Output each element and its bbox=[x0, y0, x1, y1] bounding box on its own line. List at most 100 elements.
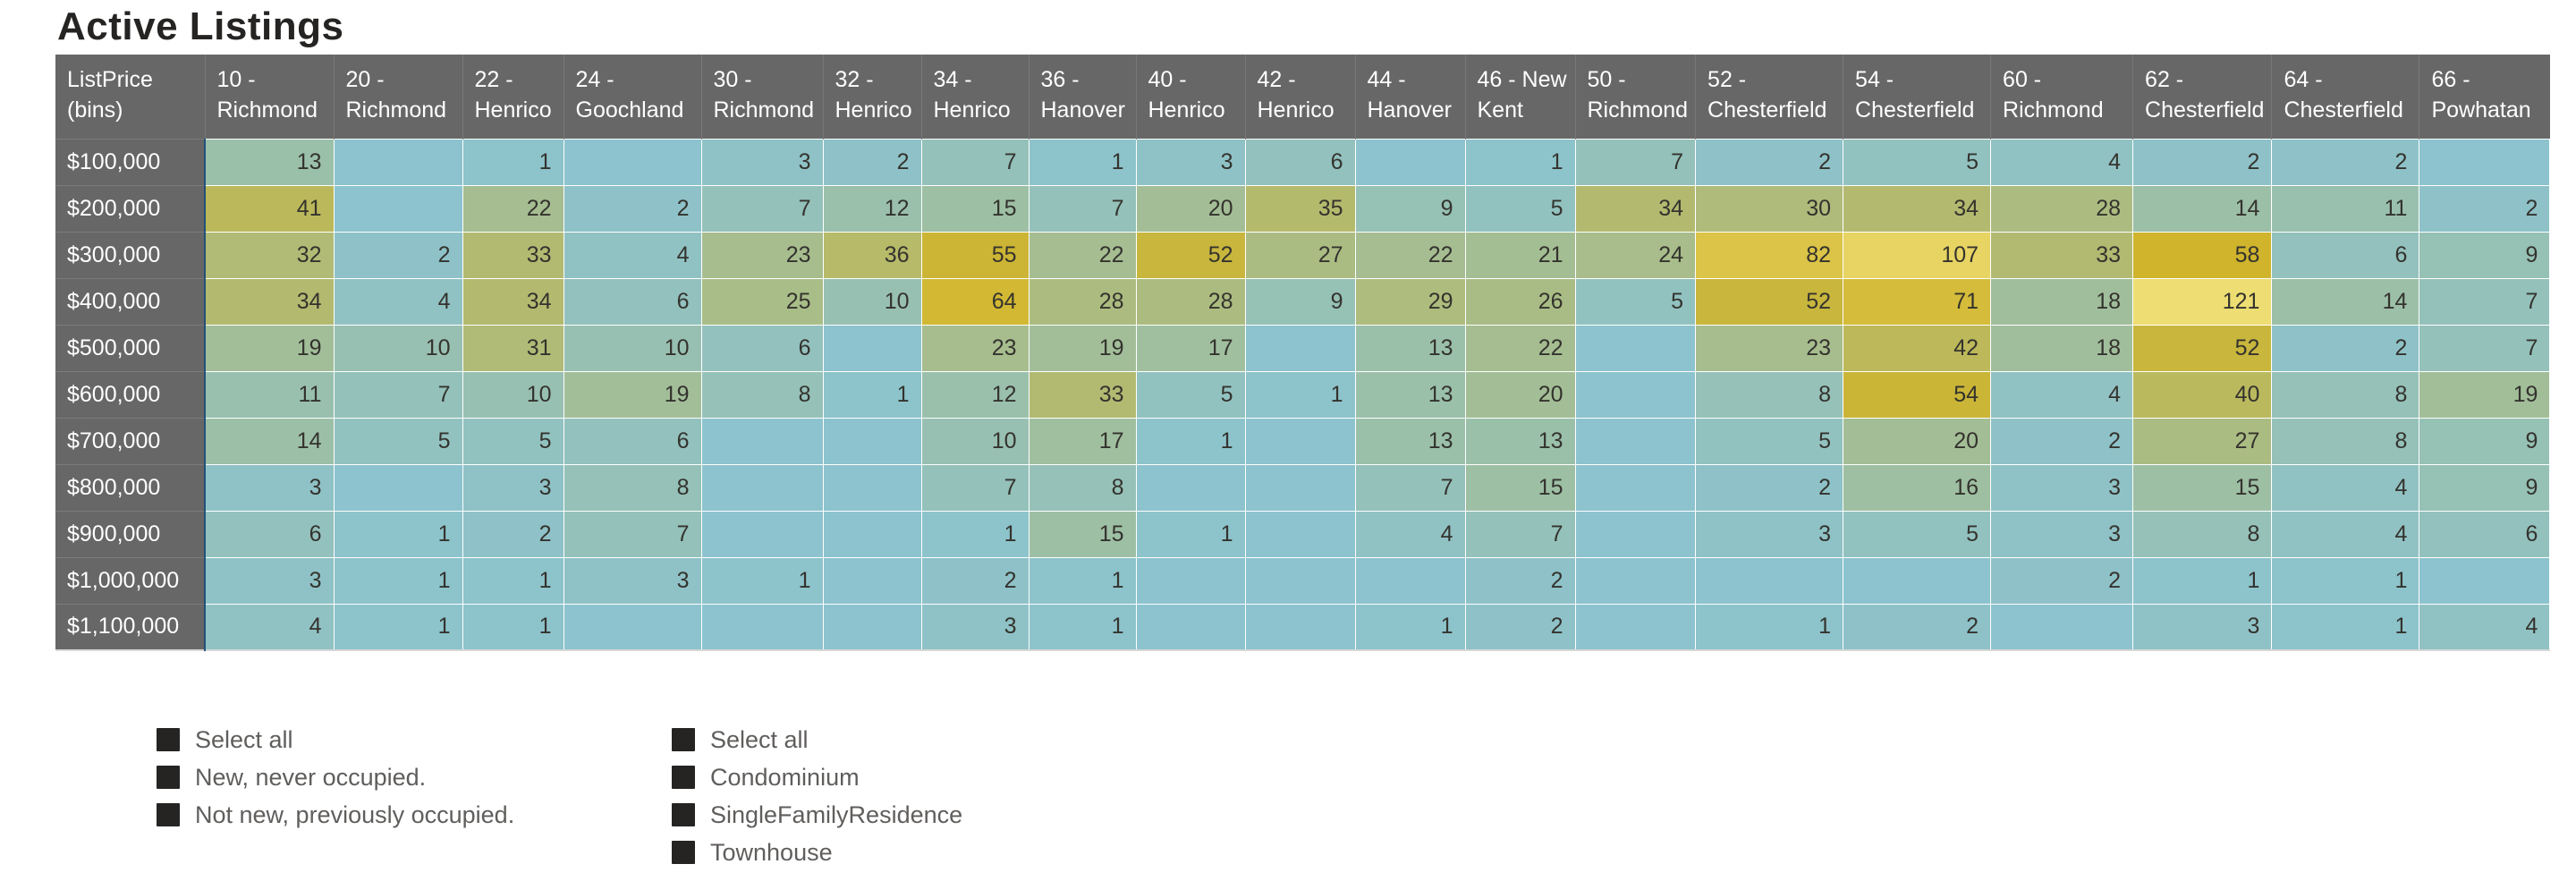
matrix-cell[interactable] bbox=[1136, 556, 1246, 604]
matrix-cell[interactable]: 2 bbox=[334, 231, 463, 278]
row-header[interactable]: $300,000 bbox=[55, 231, 205, 278]
matrix-cell[interactable] bbox=[334, 184, 463, 232]
slicer-item[interactable]: Townhouse bbox=[672, 834, 962, 871]
column-header[interactable]: 46 - New Kent bbox=[1465, 55, 1576, 139]
slicer-item[interactable]: Condominium bbox=[672, 758, 962, 796]
matrix-cell[interactable]: 1 bbox=[701, 556, 824, 604]
matrix-cell[interactable]: 31 bbox=[462, 324, 564, 371]
matrix-cell[interactable]: 4 bbox=[564, 231, 702, 278]
matrix-cell[interactable]: 1 bbox=[921, 510, 1030, 557]
matrix-cell[interactable]: 22 bbox=[462, 184, 564, 232]
matrix-cell[interactable]: 3 bbox=[1990, 510, 2134, 557]
matrix-cell[interactable]: 3 bbox=[921, 603, 1030, 650]
row-header[interactable]: $100,000 bbox=[55, 138, 205, 185]
column-header[interactable]: 40 - Henrico bbox=[1136, 55, 1246, 139]
column-header[interactable]: 36 - Hanover bbox=[1029, 55, 1137, 139]
matrix-cell[interactable]: 24 bbox=[1575, 231, 1697, 278]
matrix-cell[interactable]: 2 bbox=[1990, 556, 2134, 604]
matrix-cell[interactable]: 3 bbox=[462, 463, 564, 511]
matrix-cell[interactable] bbox=[823, 556, 922, 604]
matrix-cell[interactable] bbox=[1245, 324, 1356, 371]
matrix-cell[interactable]: 1 bbox=[334, 510, 463, 557]
matrix-cell[interactable]: 1 bbox=[1029, 138, 1137, 185]
matrix-cell[interactable] bbox=[701, 603, 824, 650]
matrix-cell[interactable] bbox=[564, 138, 702, 185]
matrix-cell[interactable]: 32 bbox=[204, 231, 335, 278]
column-header[interactable]: 52 - Chesterfield bbox=[1695, 55, 1844, 139]
matrix-cell[interactable]: 36 bbox=[823, 231, 922, 278]
matrix-cell[interactable] bbox=[1575, 417, 1697, 464]
matrix-cell[interactable]: 15 bbox=[2132, 463, 2273, 511]
matrix-cell[interactable]: 4 bbox=[334, 277, 463, 325]
matrix-cell[interactable]: 3 bbox=[204, 556, 335, 604]
matrix-cell[interactable]: 6 bbox=[204, 510, 335, 557]
matrix-cell[interactable]: 3 bbox=[204, 463, 335, 511]
matrix-cell[interactable]: 4 bbox=[2271, 463, 2420, 511]
matrix-cell[interactable]: 2 bbox=[921, 556, 1030, 604]
matrix-cell[interactable]: 5 bbox=[1695, 417, 1844, 464]
matrix-cell[interactable]: 8 bbox=[2132, 510, 2273, 557]
matrix-cell[interactable]: 22 bbox=[1355, 231, 1466, 278]
matrix-cell[interactable]: 34 bbox=[204, 277, 335, 325]
matrix-cell[interactable]: 5 bbox=[1843, 510, 1992, 557]
matrix-cell[interactable]: 29 bbox=[1355, 277, 1466, 325]
matrix-cell[interactable]: 5 bbox=[334, 417, 463, 464]
row-header[interactable]: $800,000 bbox=[55, 463, 205, 511]
slicer-item[interactable]: Not new, previously occupied. bbox=[157, 796, 514, 834]
matrix-cell[interactable] bbox=[334, 138, 463, 185]
matrix-cell[interactable]: 1 bbox=[462, 138, 564, 185]
matrix-cell[interactable]: 1 bbox=[462, 603, 564, 650]
matrix-cell[interactable]: 71 bbox=[1843, 277, 1992, 325]
matrix-cell[interactable]: 1 bbox=[1245, 370, 1356, 418]
row-header[interactable]: $500,000 bbox=[55, 324, 205, 371]
matrix-cell[interactable]: 1 bbox=[334, 556, 463, 604]
matrix-cell[interactable]: 11 bbox=[2271, 184, 2420, 232]
matrix-cell[interactable]: 64 bbox=[921, 277, 1030, 325]
matrix-cell[interactable]: 7 bbox=[2419, 277, 2551, 325]
matrix-cell[interactable]: 8 bbox=[701, 370, 824, 418]
matrix-cell[interactable] bbox=[1245, 510, 1356, 557]
matrix-cell[interactable]: 7 bbox=[1575, 138, 1697, 185]
matrix-cell[interactable]: 1 bbox=[1136, 510, 1246, 557]
matrix-cell[interactable]: 52 bbox=[2132, 324, 2273, 371]
column-header[interactable]: 22 - Henrico bbox=[462, 55, 564, 139]
matrix-cell[interactable] bbox=[823, 463, 922, 511]
matrix-cell[interactable]: 28 bbox=[1136, 277, 1246, 325]
matrix-cell[interactable]: 14 bbox=[2271, 277, 2420, 325]
matrix-cell[interactable]: 7 bbox=[334, 370, 463, 418]
matrix-cell[interactable]: 1 bbox=[2271, 556, 2420, 604]
matrix-cell[interactable]: 6 bbox=[2419, 510, 2551, 557]
matrix-cell[interactable]: 2 bbox=[1695, 138, 1844, 185]
column-header[interactable]: 54 - Chesterfield bbox=[1843, 55, 1992, 139]
matrix-cell[interactable]: 2 bbox=[1465, 603, 1576, 650]
matrix-cell[interactable]: 7 bbox=[701, 184, 824, 232]
matrix-cell[interactable]: 7 bbox=[1029, 184, 1137, 232]
column-header[interactable]: 60 - Richmond bbox=[1990, 55, 2134, 139]
matrix-cell[interactable]: 17 bbox=[1029, 417, 1137, 464]
matrix-cell[interactable]: 1 bbox=[823, 370, 922, 418]
matrix-cell[interactable]: 8 bbox=[564, 463, 702, 511]
checkbox-icon[interactable] bbox=[672, 841, 695, 864]
matrix-cell[interactable]: 4 bbox=[1355, 510, 1466, 557]
matrix-cell[interactable]: 2 bbox=[1843, 603, 1992, 650]
matrix-cell[interactable] bbox=[701, 417, 824, 464]
matrix-cell[interactable]: 5 bbox=[1575, 277, 1697, 325]
matrix-cell[interactable]: 3 bbox=[701, 138, 824, 185]
matrix-cell[interactable] bbox=[1843, 556, 1992, 604]
matrix-cell[interactable]: 1 bbox=[462, 556, 564, 604]
matrix-cell[interactable]: 8 bbox=[2271, 417, 2420, 464]
matrix-cell[interactable]: 41 bbox=[204, 184, 335, 232]
matrix-cell[interactable]: 6 bbox=[701, 324, 824, 371]
matrix-cell[interactable]: 5 bbox=[462, 417, 564, 464]
corner-header[interactable]: ListPrice (bins) bbox=[55, 55, 206, 139]
matrix-cell[interactable] bbox=[1245, 556, 1356, 604]
matrix-cell[interactable] bbox=[1575, 463, 1697, 511]
matrix-cell[interactable]: 11 bbox=[204, 370, 335, 418]
slicer-item[interactable]: SingleFamilyResidence bbox=[672, 796, 962, 834]
matrix-cell[interactable]: 28 bbox=[1029, 277, 1137, 325]
matrix-cell[interactable]: 10 bbox=[462, 370, 564, 418]
matrix-cell[interactable]: 10 bbox=[564, 324, 702, 371]
matrix-cell[interactable] bbox=[1355, 138, 1466, 185]
matrix-cell[interactable]: 8 bbox=[2271, 370, 2420, 418]
matrix-cell[interactable] bbox=[1575, 324, 1697, 371]
